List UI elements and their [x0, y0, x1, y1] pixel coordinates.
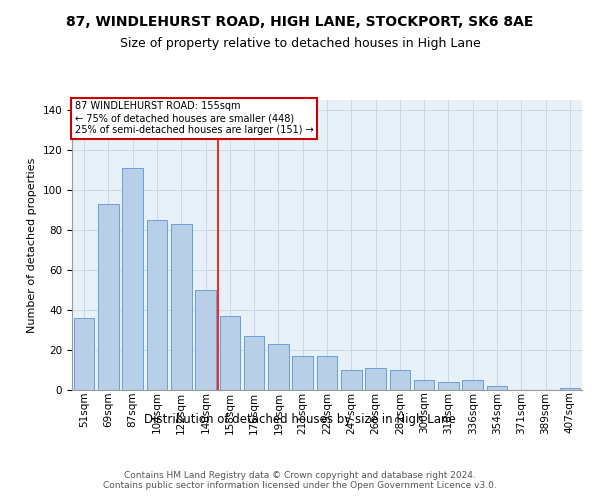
- Bar: [560, 388, 580, 390]
- Bar: [122, 168, 143, 390]
- Bar: [195, 290, 216, 390]
- Bar: [414, 380, 434, 390]
- Bar: [146, 220, 167, 390]
- Bar: [487, 386, 508, 390]
- Y-axis label: Number of detached properties: Number of detached properties: [27, 158, 37, 332]
- Text: 87, WINDLEHURST ROAD, HIGH LANE, STOCKPORT, SK6 8AE: 87, WINDLEHURST ROAD, HIGH LANE, STOCKPO…: [67, 15, 533, 29]
- Bar: [171, 224, 191, 390]
- Bar: [438, 382, 459, 390]
- Bar: [292, 356, 313, 390]
- Bar: [463, 380, 483, 390]
- Bar: [98, 204, 119, 390]
- Bar: [341, 370, 362, 390]
- Text: Size of property relative to detached houses in High Lane: Size of property relative to detached ho…: [119, 38, 481, 51]
- Bar: [365, 368, 386, 390]
- Text: 87 WINDLEHURST ROAD: 155sqm
← 75% of detached houses are smaller (448)
25% of se: 87 WINDLEHURST ROAD: 155sqm ← 75% of det…: [74, 102, 313, 134]
- Bar: [389, 370, 410, 390]
- Bar: [244, 336, 265, 390]
- Bar: [317, 356, 337, 390]
- Bar: [220, 316, 240, 390]
- Bar: [74, 318, 94, 390]
- Text: Distribution of detached houses by size in High Lane: Distribution of detached houses by size …: [144, 412, 456, 426]
- Text: Contains HM Land Registry data © Crown copyright and database right 2024.
Contai: Contains HM Land Registry data © Crown c…: [103, 470, 497, 490]
- Bar: [268, 344, 289, 390]
